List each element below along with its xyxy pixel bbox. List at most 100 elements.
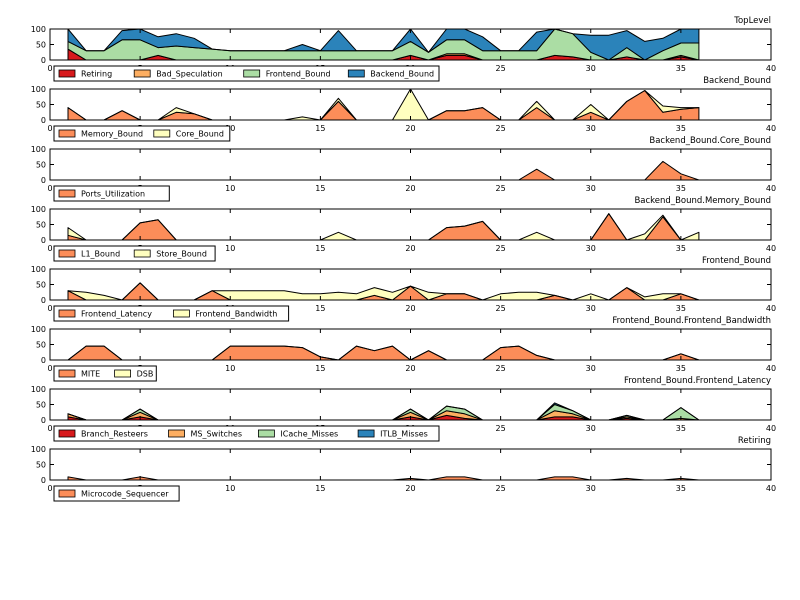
y-tick-label: 0 <box>41 416 46 425</box>
y-tick-label: 50 <box>36 221 46 230</box>
x-tick-label: 20 <box>405 364 415 373</box>
x-tick-label: 0 <box>47 124 52 133</box>
panel-backend-bound-memory-bound: Backend_Bound.Memory_Bound05010005101520… <box>31 196 776 262</box>
y-tick-label: 50 <box>36 161 46 170</box>
legend-label-microcode-sequencer: Microcode_Sequencer <box>81 490 169 499</box>
x-tick-label: 30 <box>586 424 596 433</box>
area-backend-bound <box>67 29 700 60</box>
legend-swatch-icache-misses <box>257 429 275 438</box>
y-tick-label: 100 <box>31 325 46 334</box>
x-tick-label: 0 <box>47 184 52 193</box>
y-tick-label: 50 <box>36 281 46 290</box>
legend-label-memory-bound: Memory_Bound <box>81 130 143 139</box>
legend-swatch-bad-speculation <box>133 69 151 78</box>
legend-label-ms-switches: MS_Switches <box>191 430 243 439</box>
area-icache-misses <box>67 404 700 420</box>
y-tick-label: 50 <box>36 341 46 350</box>
x-tick-label: 35 <box>676 484 686 493</box>
x-tick-label: 15 <box>315 124 325 133</box>
panel-frontend-bound-frontend-latency: Frontend_Bound.Frontend_Latency050100051… <box>31 376 776 442</box>
x-tick-label: 20 <box>405 304 415 313</box>
legend-swatch-ms-switches <box>168 429 185 438</box>
area-l1-bound <box>67 213 700 240</box>
area-layer <box>67 29 700 60</box>
legend: Memory_Bound Core_Bound <box>53 125 231 142</box>
panel-frontend-bound-frontend-bandwidth: Frontend_Bound.Frontend_Bandwidth 0 50 100 0… <box>31 316 776 382</box>
legend-swatch-dsb <box>114 369 131 378</box>
x-tick-label: 15 <box>315 364 325 373</box>
legend-label-store-bound: Store_Bound <box>156 250 207 259</box>
x-tick-label: 30 <box>586 244 596 253</box>
x-tick-label: 30 <box>586 184 596 193</box>
x-tick-label: 40 <box>766 244 776 253</box>
y-tick-label: 100 <box>31 205 46 214</box>
legend-label-ports-utilization: Ports_Utilization <box>81 190 145 199</box>
area-store-bound <box>67 213 700 240</box>
legend-label-branch-resteers: Branch_Resteers <box>81 430 148 439</box>
legend-label-icache-misses: ICache_Misses <box>280 430 338 439</box>
area-ms-switches <box>67 410 700 420</box>
legend: Ports_Utilization <box>53 185 170 202</box>
x-tick-label: 15 <box>315 244 325 253</box>
x-tick-label: 40 <box>766 484 776 493</box>
legend-swatch-memory-bound <box>58 129 76 138</box>
x-tick-label: 25 <box>496 364 506 373</box>
y-tick-label: 100 <box>31 445 46 454</box>
legend-label-core-bound: Core_Bound <box>176 130 224 139</box>
x-tick-label: 40 <box>766 424 776 433</box>
panel-title: TopLevel <box>733 16 771 26</box>
y-tick-label: 100 <box>31 25 46 34</box>
legend-swatch-l1-bound <box>58 249 76 258</box>
legend-label-dsb: DSB <box>137 370 154 379</box>
legend-box <box>53 185 170 202</box>
y-tick-label: 100 <box>31 85 46 94</box>
x-tick-label: 0 <box>47 364 52 373</box>
panel-toplevel: TopLevel0501000510152025303540RetiringBa… <box>31 16 776 82</box>
y-tick-label: 100 <box>31 385 46 394</box>
panel-title: Retiring <box>738 436 771 446</box>
area-frontend-bandwidth <box>67 282 700 300</box>
x-tick-label: 25 <box>496 484 506 493</box>
legend-swatch-frontend-bound <box>243 69 261 78</box>
area-itlb-misses <box>67 402 700 420</box>
x-tick-label: 10 <box>225 184 235 193</box>
legend-swatch-backend-bound <box>347 69 365 78</box>
x-tick-label: 15 <box>315 484 325 493</box>
y-tick-label: 50 <box>36 401 46 410</box>
y-tick-label: 0 <box>41 476 46 485</box>
legend-box <box>53 305 290 322</box>
legend-swatch-mite <box>58 369 76 378</box>
x-tick-label: 25 <box>496 244 506 253</box>
x-tick-label: 15 <box>315 304 325 313</box>
x-tick-label: 40 <box>766 64 776 73</box>
x-tick-label: 30 <box>586 484 596 493</box>
panel-backend-bound-core-bound: Backend_Bound.Core_Bound0501000510152025… <box>31 136 776 202</box>
x-tick-label: 35 <box>676 244 686 253</box>
legend: Retiring Bad_Speculation Frontend_Bound Bac… <box>53 65 440 82</box>
x-tick-label: 20 <box>405 484 415 493</box>
axes-frame <box>49 328 772 361</box>
x-tick-label: 35 <box>676 364 686 373</box>
x-tick-label: 0 <box>47 424 52 433</box>
legend: Branch_Resteers MS_Switches ICache_Misses I… <box>53 425 440 442</box>
legend-label-itlb-misses: ITLB_Misses <box>380 430 428 439</box>
area-layer <box>67 345 700 360</box>
area-frontend-latency <box>67 282 700 300</box>
x-tick-label: 35 <box>676 304 686 313</box>
legend-label-frontend-bound: Frontend_Bound <box>266 70 331 79</box>
x-tick-label: 15 <box>315 184 325 193</box>
x-tick-label: 35 <box>676 424 686 433</box>
x-tick-label: 35 <box>676 124 686 133</box>
legend: MITE DSB <box>53 365 157 382</box>
y-tick-label: 0 <box>41 296 46 305</box>
y-tick-label: 0 <box>41 356 46 365</box>
x-tick-label: 40 <box>766 304 776 313</box>
x-tick-label: 20 <box>405 124 415 133</box>
area-branch-resteers <box>67 414 700 420</box>
x-tick-label: 25 <box>496 424 506 433</box>
x-tick-label: 25 <box>496 184 506 193</box>
x-tick-label: 40 <box>766 124 776 133</box>
x-tick-label: 0 <box>47 484 52 493</box>
panel-title: Frontend_Bound <box>702 256 771 266</box>
